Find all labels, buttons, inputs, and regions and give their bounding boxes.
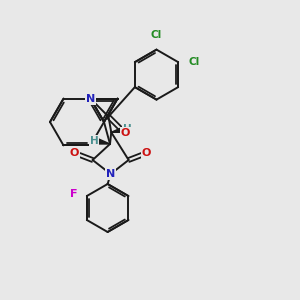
Text: O: O [70, 148, 79, 158]
Text: Cl: Cl [188, 57, 200, 67]
Text: H: H [90, 136, 98, 146]
Text: N: N [106, 169, 115, 179]
Polygon shape [111, 126, 126, 132]
Text: H: H [123, 124, 132, 134]
Text: O: O [121, 128, 130, 138]
Text: N: N [86, 94, 95, 103]
Text: O: O [142, 148, 151, 158]
Text: F: F [70, 189, 78, 199]
Text: Cl: Cl [151, 30, 162, 40]
Polygon shape [95, 138, 110, 144]
